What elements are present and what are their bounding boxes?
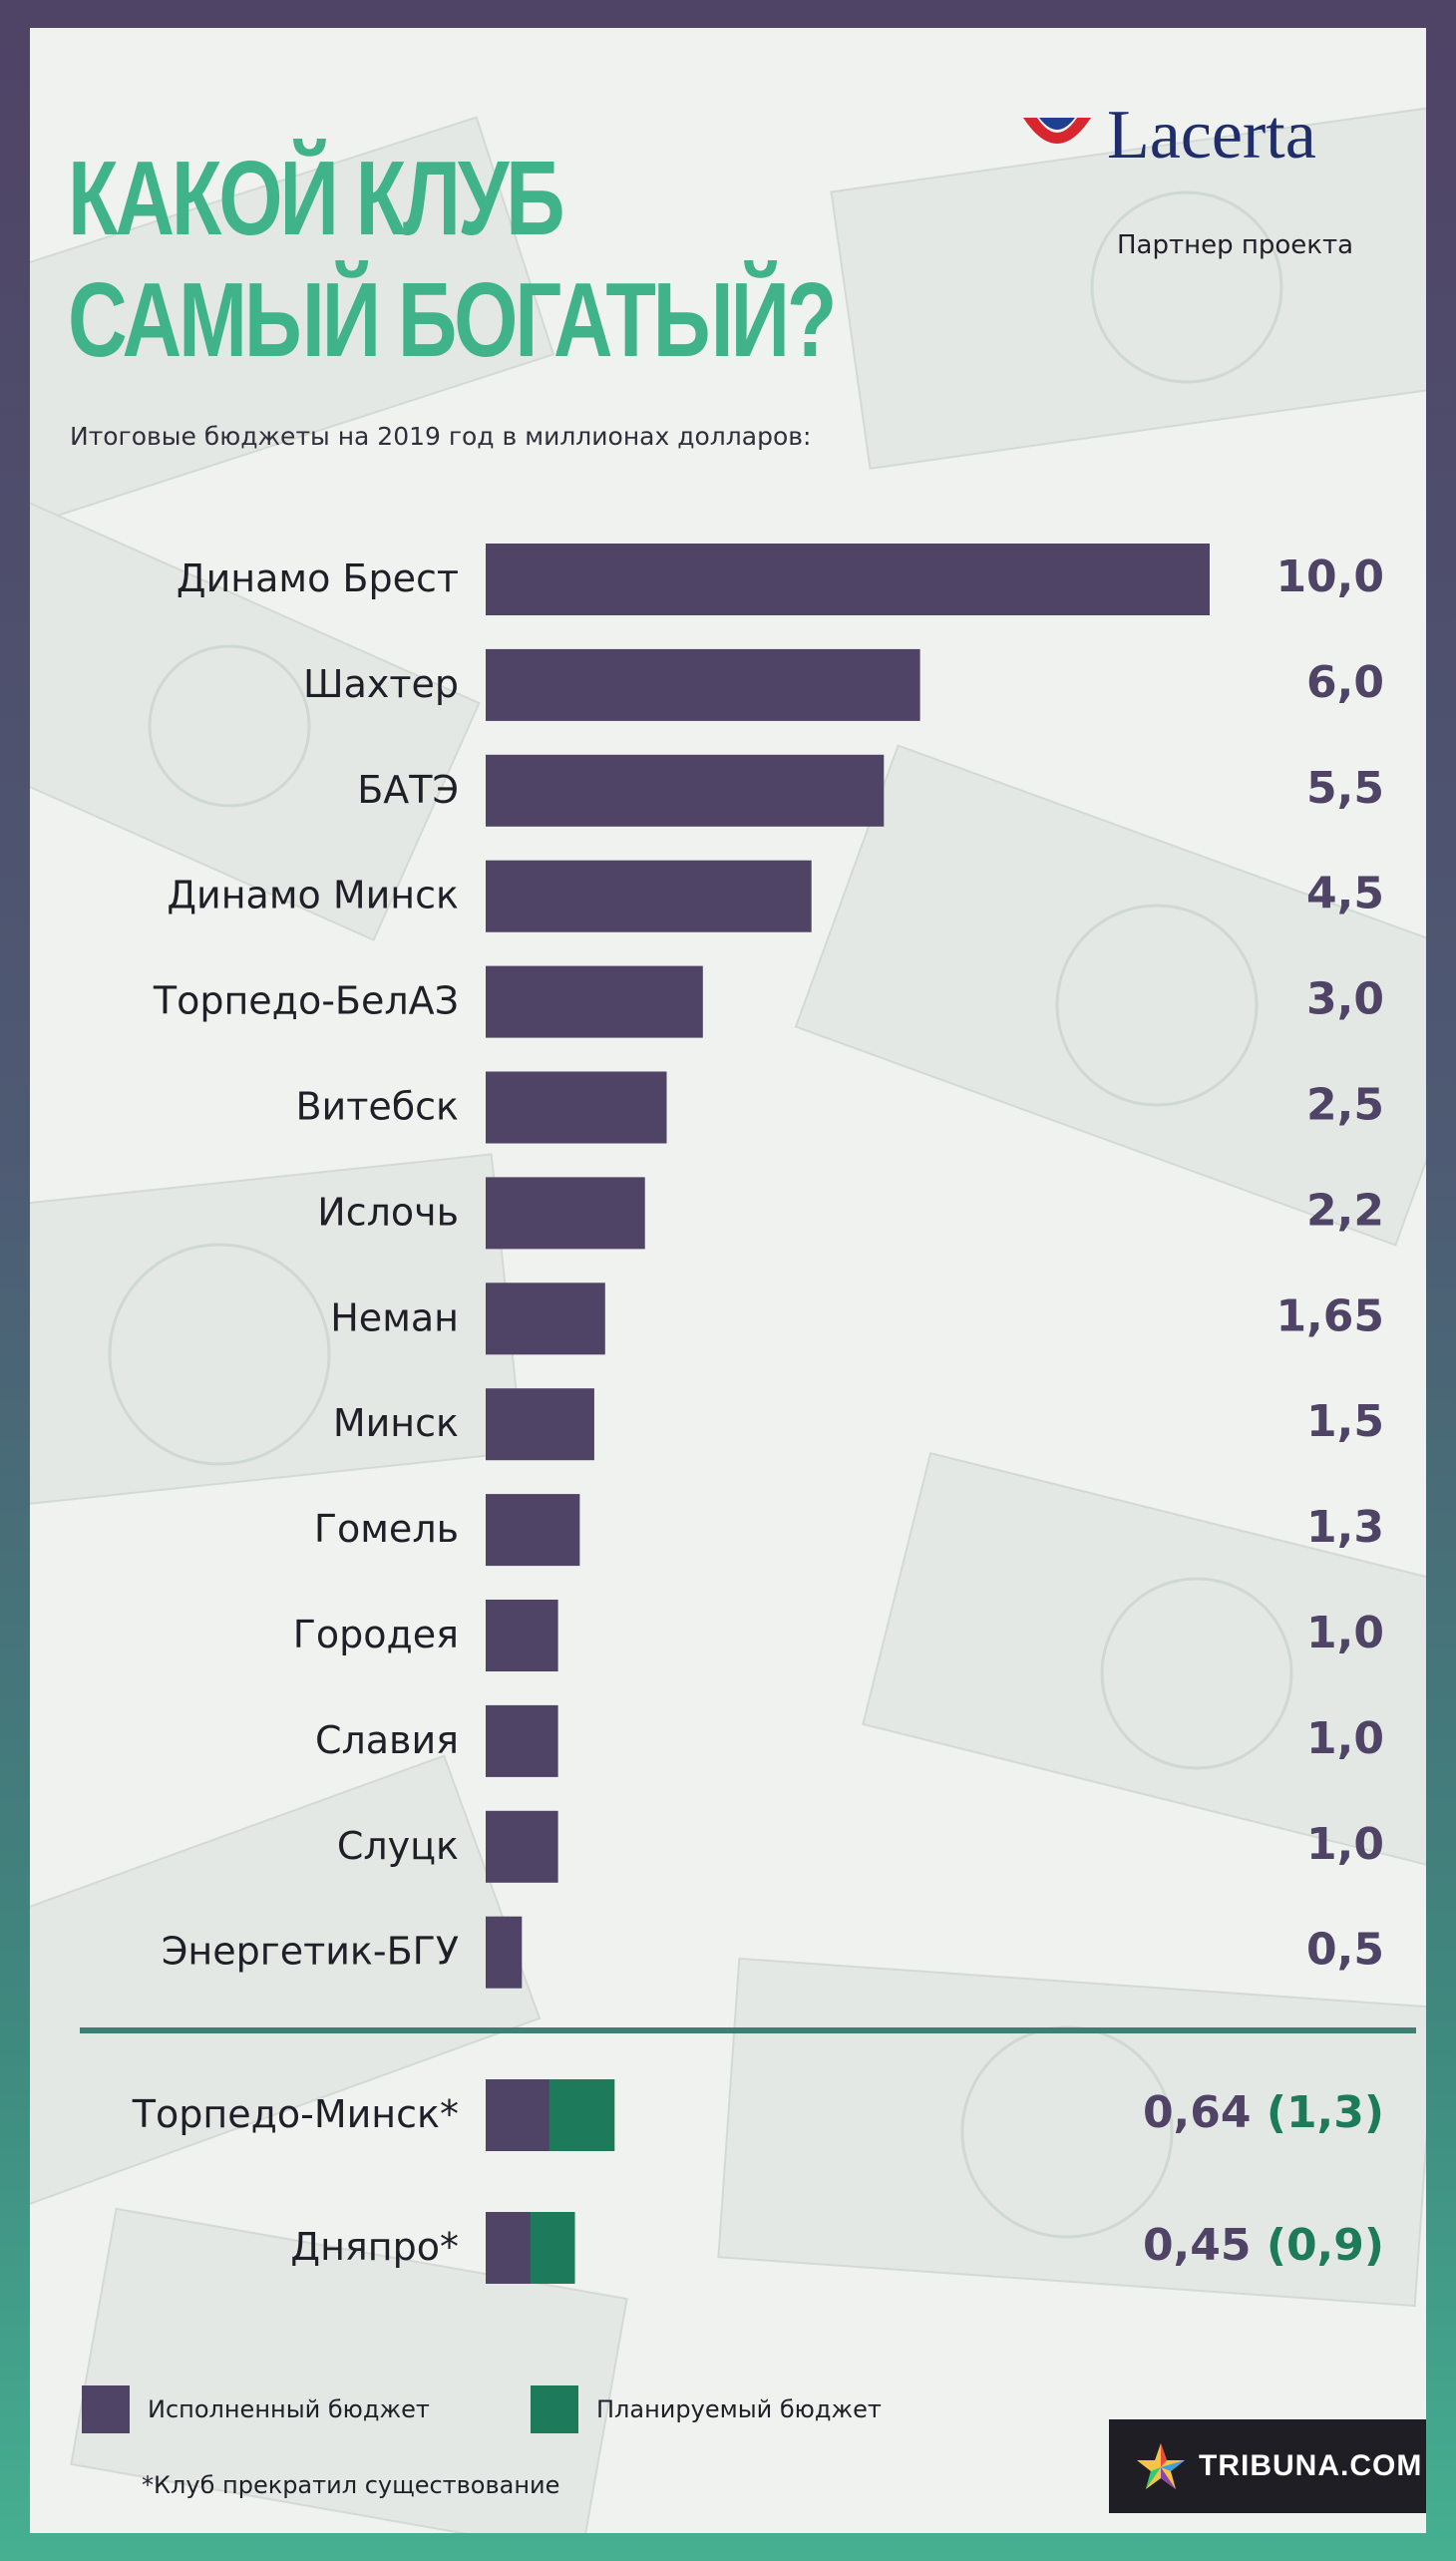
value-label: 1,5 xyxy=(1306,1396,1384,1447)
category-label: Дняпро* xyxy=(290,2225,459,2269)
value-label: 1,0 xyxy=(1306,1608,1384,1658)
legend-swatch-executed xyxy=(82,2385,130,2433)
bar-executed xyxy=(486,2212,531,2284)
bar-chart: Динамо Брест 10,0 Шахтер 6,0 БАТЭ 5,5 Динамо М… xyxy=(132,544,1384,2284)
subtitle: Итоговые бюджеты на 2019 год в миллионах… xyxy=(70,422,812,451)
value-label: 1,65 xyxy=(1275,1290,1384,1341)
value-label: 2,2 xyxy=(1306,1185,1384,1236)
category-label: Динамо Брест xyxy=(177,556,459,600)
category-label: Неман xyxy=(330,1295,459,1339)
sponsor-caption: Партнер проекта xyxy=(1117,230,1354,260)
bar-executed xyxy=(486,1282,605,1355)
category-label: Ислочь xyxy=(317,1190,459,1234)
title-line-2: САМЫЙ БОГАТЫЙ? xyxy=(68,261,837,379)
sponsor-logo: Lacerta Партнер проекта xyxy=(1017,96,1416,265)
bar-executed xyxy=(486,1704,558,1777)
sponsor-name: Lacerta xyxy=(1107,97,1316,174)
chart-divider xyxy=(80,2027,1416,2033)
category-label: Динамо Минск xyxy=(167,874,459,917)
bar-executed xyxy=(486,1600,558,1671)
legend-label-executed: Исполненный бюджет xyxy=(148,2395,430,2423)
category-label: Городея xyxy=(293,1613,459,1656)
value-label: 0,5 xyxy=(1306,1925,1384,1976)
category-label: Гомель xyxy=(314,1507,459,1551)
value-label: 2,5 xyxy=(1306,1080,1384,1131)
category-label: Витебск xyxy=(295,1085,459,1129)
value-label: 5,5 xyxy=(1306,763,1384,814)
category-label: Энергетик-БГУ xyxy=(162,1930,459,1974)
value-label: 1,3 xyxy=(1306,1502,1384,1553)
bar-executed xyxy=(486,1916,523,1989)
bar-executed xyxy=(486,1388,594,1461)
category-label: Слуцк xyxy=(337,1824,459,1868)
value-label: 1,0 xyxy=(1306,1819,1384,1870)
category-label: Шахтер xyxy=(303,662,459,706)
bar-executed xyxy=(486,1177,645,1250)
legend-label-planned: Планируемый бюджет xyxy=(596,2395,882,2423)
star-icon xyxy=(1137,2443,1185,2489)
category-label: БАТЭ xyxy=(357,768,459,812)
bar-executed xyxy=(486,1810,558,1883)
value-label: 0,64 (1,3) xyxy=(1143,2087,1384,2138)
bar-executed xyxy=(486,544,1210,615)
value-label: 6,0 xyxy=(1306,657,1384,708)
category-label: Торпедо-БелАЗ xyxy=(153,979,459,1023)
footnote: *Клуб прекратил существование xyxy=(142,2471,560,2499)
category-label: Минск xyxy=(333,1401,459,1445)
tribuna-badge: TRIBUNA.COM xyxy=(1109,2419,1426,2513)
legend-swatch-planned xyxy=(531,2385,578,2433)
bar-executed xyxy=(486,965,703,1038)
bar-executed xyxy=(486,860,812,932)
lacerta-logo-icon xyxy=(1023,118,1091,144)
bar-executed xyxy=(486,1071,667,1144)
banknote-background xyxy=(30,105,1426,2533)
value-label: 4,5 xyxy=(1306,869,1384,919)
bar-executed xyxy=(486,2079,549,2151)
brand-name: TRIBUNA.COM xyxy=(1199,2449,1423,2482)
bar-executed xyxy=(486,754,885,827)
value-label: 0,45 (0,9) xyxy=(1143,2220,1384,2271)
value-label: 3,0 xyxy=(1306,974,1384,1025)
bar-executed xyxy=(486,648,920,721)
title-line-1: КАКОЙ КЛУБ xyxy=(68,140,565,257)
value-label: 1,0 xyxy=(1306,1713,1384,1764)
bar-executed xyxy=(486,1494,580,1567)
value-label: 10,0 xyxy=(1275,551,1384,602)
category-label: Торпедо-Минск* xyxy=(132,2092,459,2136)
category-label: Славия xyxy=(315,1718,459,1762)
infographic-panel: КАКОЙ КЛУБ САМЫЙ БОГАТЫЙ? Итоговые бюдже… xyxy=(30,28,1426,2533)
